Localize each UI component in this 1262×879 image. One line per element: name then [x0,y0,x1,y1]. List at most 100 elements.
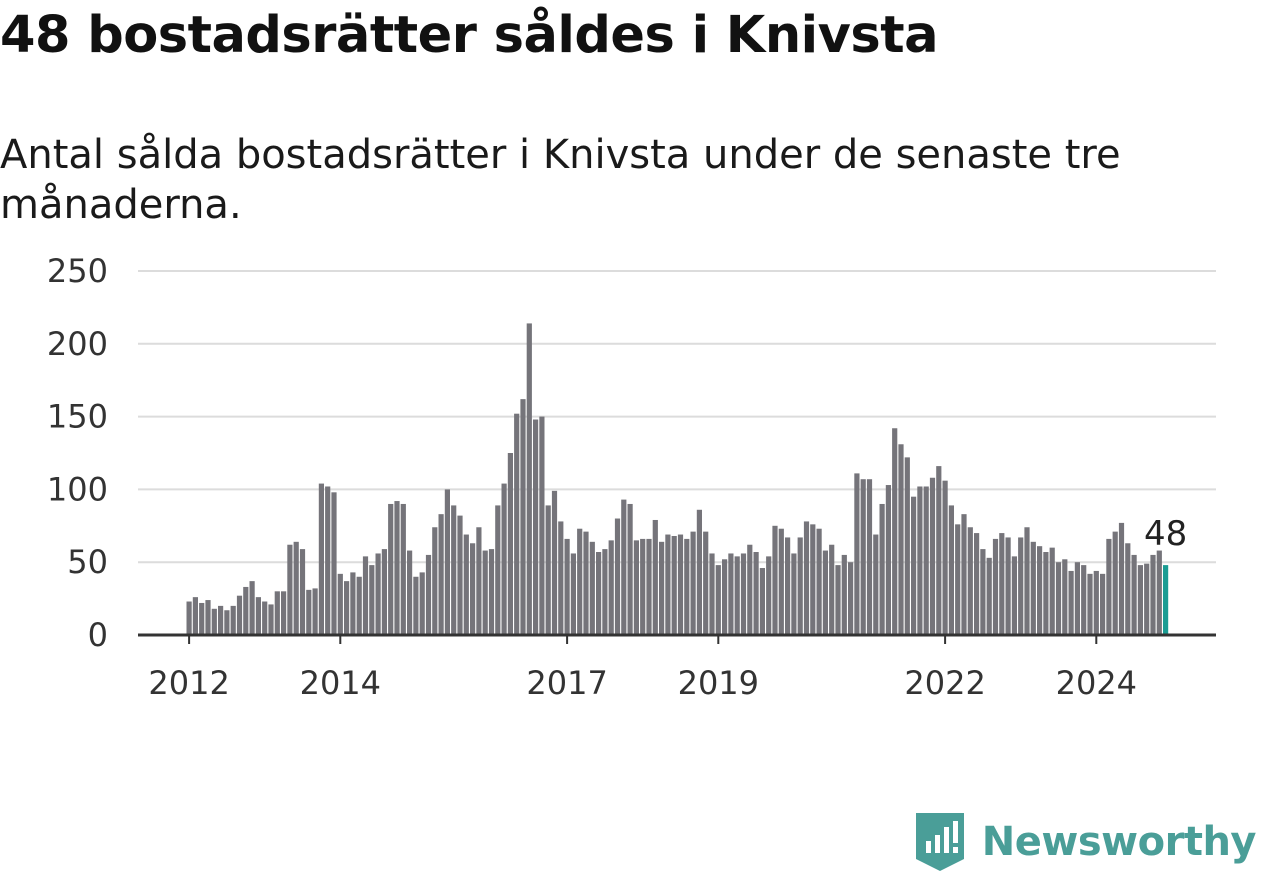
bar [583,531,589,635]
bar [1005,537,1011,635]
y-tick-label: 0 [88,616,108,654]
bar [350,572,356,635]
bar [772,525,778,635]
bar [652,519,658,635]
bar [281,591,287,635]
bar [646,538,652,635]
bar [211,608,217,635]
bar [255,597,261,635]
bar [419,572,425,635]
bar [375,553,381,635]
bar [722,559,728,635]
bar [425,554,432,635]
bar [715,565,721,635]
bar [1081,565,1087,635]
bar [677,534,684,635]
bar [388,503,394,635]
bar [602,549,608,635]
chart-title: 48 bostadsrätter såldes i Knivsta [0,6,939,65]
bar [457,515,463,635]
bar [1144,563,1150,635]
x-tick-label: 2022 [904,664,985,702]
bar [249,581,255,635]
bar [640,538,646,635]
bar [986,557,992,635]
bar [835,565,841,635]
bar [810,524,816,635]
bar [476,527,482,635]
bar [589,541,595,635]
bar [747,544,753,635]
bar [1131,554,1137,635]
bar [917,486,923,635]
chart-subtitle: Antal sålda bostadsrätter i Knivsta unde… [0,132,1121,228]
bar [885,485,891,635]
bar [778,528,784,635]
bar [199,602,205,635]
bar [898,444,904,635]
bar [980,549,986,635]
bar [1062,559,1068,635]
bar [356,576,362,635]
x-tick-label: 2014 [300,664,381,702]
bar [797,537,803,635]
bar [904,457,910,635]
bar [274,591,280,635]
bar [841,554,847,635]
y-tick-label: 200 [47,325,108,363]
bar [608,540,614,635]
bar [854,473,860,635]
bar [362,556,369,635]
bar [873,534,879,635]
bar [558,521,564,635]
bar [1037,546,1043,635]
bar [1011,556,1017,635]
bar [879,503,885,635]
bar [633,540,639,635]
bar [1106,538,1112,635]
bar [1100,573,1106,635]
x-tick-label: 2019 [678,664,759,702]
bar [570,553,576,635]
bar [892,428,898,635]
bar [967,527,973,635]
bar [186,601,192,635]
bar [860,479,866,635]
bars [186,323,1169,635]
bar [1024,527,1030,635]
bar [230,605,236,635]
bar [942,480,948,635]
bar [306,589,312,635]
annotations: 48 [1144,514,1187,554]
bar [1049,547,1055,635]
bar [696,509,702,635]
bar [911,496,917,635]
brand-name: Newsworthy [981,819,1257,865]
bar [337,573,343,635]
bar [665,534,671,635]
last-value-label: 48 [1144,514,1187,554]
bar [432,527,438,635]
bar [1118,522,1125,635]
bar [344,581,350,635]
bar [444,489,450,635]
bar [791,553,797,635]
bar [999,533,1005,635]
bar [621,499,627,635]
bar [577,528,583,635]
bar [482,550,488,635]
bar [551,490,558,635]
bar [948,505,954,635]
bar [325,486,331,635]
bar [299,549,306,635]
bar [671,535,677,635]
bar [734,556,740,635]
x-tick-label: 2024 [1056,664,1137,702]
bar [690,531,696,635]
bar [369,565,375,635]
newsworthy-logo-icon [915,813,964,871]
bar [740,553,747,635]
x-tick-label: 2017 [526,664,607,702]
bar [331,492,337,635]
bar [224,610,230,635]
